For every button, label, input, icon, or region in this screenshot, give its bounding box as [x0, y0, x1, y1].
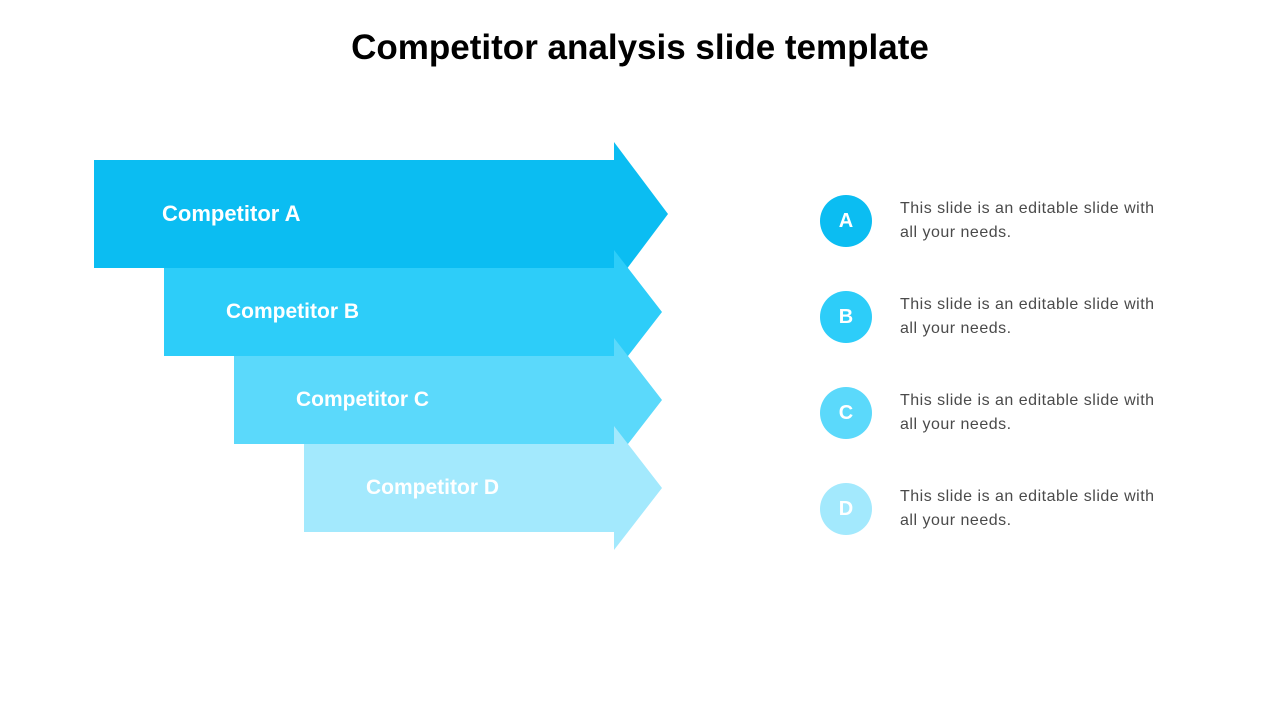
arrow-competitor-c: Competitor C	[234, 356, 662, 444]
arrow-head-icon	[614, 426, 662, 550]
legend-badge: B	[820, 291, 872, 343]
legend-item-a: A This slide is an editable slide with a…	[820, 195, 1160, 247]
arrow-competitor-a: Competitor A	[94, 160, 668, 268]
legend-text: This slide is an editable slide with all…	[900, 389, 1160, 437]
slide-title: Competitor analysis slide template	[0, 28, 1280, 68]
legend-text: This slide is an editable slide with all…	[900, 293, 1160, 341]
legend-badge: A	[820, 195, 872, 247]
legend-badge: D	[820, 483, 872, 535]
legend-item-b: B This slide is an editable slide with a…	[820, 291, 1160, 343]
legend-badge: C	[820, 387, 872, 439]
arrow-competitor-d: Competitor D	[304, 444, 662, 532]
legend-container: A This slide is an editable slide with a…	[820, 195, 1160, 579]
legend-item-c: C This slide is an editable slide with a…	[820, 387, 1160, 439]
arrow-label: Competitor B	[164, 268, 614, 356]
legend-text: This slide is an editable slide with all…	[900, 485, 1160, 533]
legend-item-d: D This slide is an editable slide with a…	[820, 483, 1160, 535]
legend-text: This slide is an editable slide with all…	[900, 197, 1160, 245]
arrow-label: Competitor C	[234, 356, 614, 444]
arrow-label: Competitor A	[94, 160, 614, 268]
arrow-competitor-b: Competitor B	[164, 268, 662, 356]
arrow-label: Competitor D	[304, 444, 614, 532]
